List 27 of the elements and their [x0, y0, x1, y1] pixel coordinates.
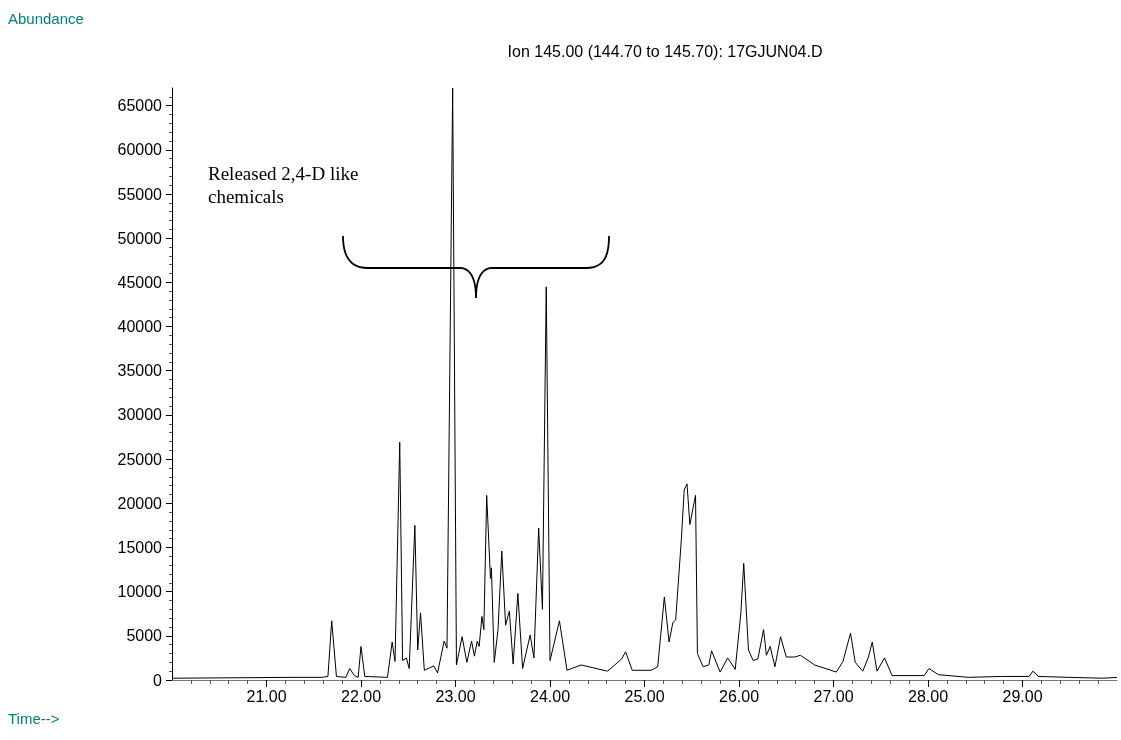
x-tick-label: 22.00 — [340, 687, 382, 705]
y-tick-label: 55000 — [117, 185, 163, 203]
y-tick-label: 45000 — [117, 273, 163, 291]
y-tick-label: 50000 — [117, 229, 163, 247]
x-tick-label: 27.00 — [813, 687, 854, 705]
y-tick-label: 20000 — [117, 494, 163, 512]
x-axis-title: Time--> — [8, 710, 60, 727]
x-tick-label: 21.00 — [246, 687, 287, 705]
annotation: Released 2,4-D like chemicals — [208, 162, 360, 208]
y-tick-label: 15000 — [117, 538, 163, 556]
y-tick-label: 10000 — [117, 583, 163, 601]
x-tick-label: 25.00 — [624, 687, 665, 705]
y-tick-label: 40000 — [117, 318, 163, 336]
x-tick-label: 24.00 — [529, 687, 571, 705]
y-tick-label: 30000 — [117, 406, 163, 424]
y-tick-label: 35000 — [117, 362, 163, 380]
y-tick-label: 0 — [153, 671, 163, 689]
chart-title: Ion 145.00 (144.70 to 145.70): 17GJUN04.D — [507, 42, 823, 60]
y-tick-label: 25000 — [117, 450, 163, 468]
y-axis-title: Abundance — [8, 10, 84, 27]
y-tick-label: 60000 — [117, 141, 163, 159]
x-tick-label: 23.00 — [435, 687, 476, 705]
x-tick-label: 29.00 — [1002, 687, 1043, 705]
y-tick-label: 65000 — [117, 97, 163, 115]
x-tick-label: 28.00 — [907, 687, 949, 705]
x-tick-label: 26.00 — [718, 687, 760, 705]
y-tick-label: 5000 — [126, 627, 163, 645]
